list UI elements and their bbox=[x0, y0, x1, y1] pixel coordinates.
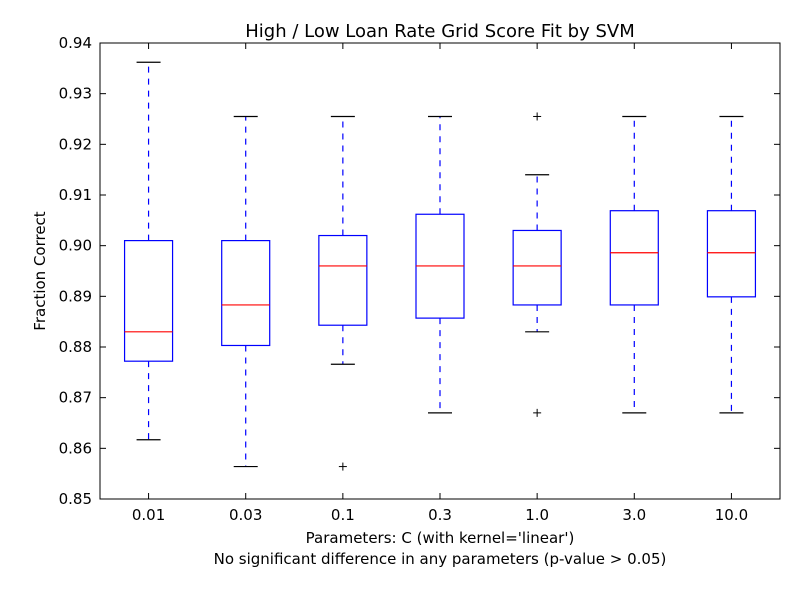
x-tick-label: 0.3 bbox=[428, 506, 452, 524]
box bbox=[512, 229, 562, 306]
box bbox=[609, 210, 659, 306]
box-group-2 bbox=[318, 115, 368, 471]
x-tick-label: 0.01 bbox=[132, 506, 165, 524]
chart-title: High / Low Loan Rate Grid Score Fit by S… bbox=[245, 21, 634, 42]
box bbox=[706, 210, 757, 298]
y-tick-label: 0.94 bbox=[59, 34, 92, 52]
x-axis: 0.01 0.03 0.1 0.3 1.0 3.0 10.0 bbox=[132, 43, 748, 524]
box bbox=[123, 240, 174, 362]
y-tick-label: 0.90 bbox=[59, 237, 92, 255]
y-tick-label: 0.89 bbox=[59, 287, 92, 305]
flier-point bbox=[533, 408, 542, 417]
x-tick-label: 3.0 bbox=[622, 506, 646, 524]
y-axis: 0.85 0.86 0.87 0.88 0.89 0.90 0.91 0.92 0.93 0.94 bbox=[59, 34, 780, 508]
x-tick-label: 0.03 bbox=[229, 506, 262, 524]
y-tick-label: 0.86 bbox=[59, 439, 92, 457]
box-group-1 bbox=[221, 115, 271, 468]
x-tick-label: 10.0 bbox=[715, 506, 748, 524]
y-tick-label: 0.87 bbox=[59, 389, 92, 407]
box-group-0 bbox=[123, 61, 174, 441]
y-tick-label: 0.85 bbox=[59, 490, 92, 508]
box-group-3 bbox=[415, 115, 465, 414]
y-tick-label: 0.91 bbox=[59, 186, 92, 204]
y-axis-label: Fraction Correct bbox=[31, 211, 49, 331]
x-tick-label: 1.0 bbox=[525, 506, 549, 524]
box-group-4 bbox=[512, 112, 562, 417]
x-axis-sublabel: No significant difference in any paramet… bbox=[214, 550, 667, 568]
flier-point bbox=[533, 112, 542, 121]
y-tick-label: 0.93 bbox=[59, 85, 92, 103]
y-tick-label: 0.88 bbox=[59, 338, 92, 356]
box bbox=[318, 234, 368, 326]
plot-marks bbox=[123, 61, 757, 471]
y-tick-label: 0.92 bbox=[59, 135, 92, 153]
box-group-6 bbox=[706, 115, 757, 414]
x-axis-label: Parameters: C (with kernel='linear') bbox=[306, 529, 575, 547]
x-tick-label: 0.1 bbox=[331, 506, 355, 524]
box-group-5 bbox=[609, 115, 659, 414]
box bbox=[221, 240, 271, 347]
flier-point bbox=[338, 462, 347, 471]
